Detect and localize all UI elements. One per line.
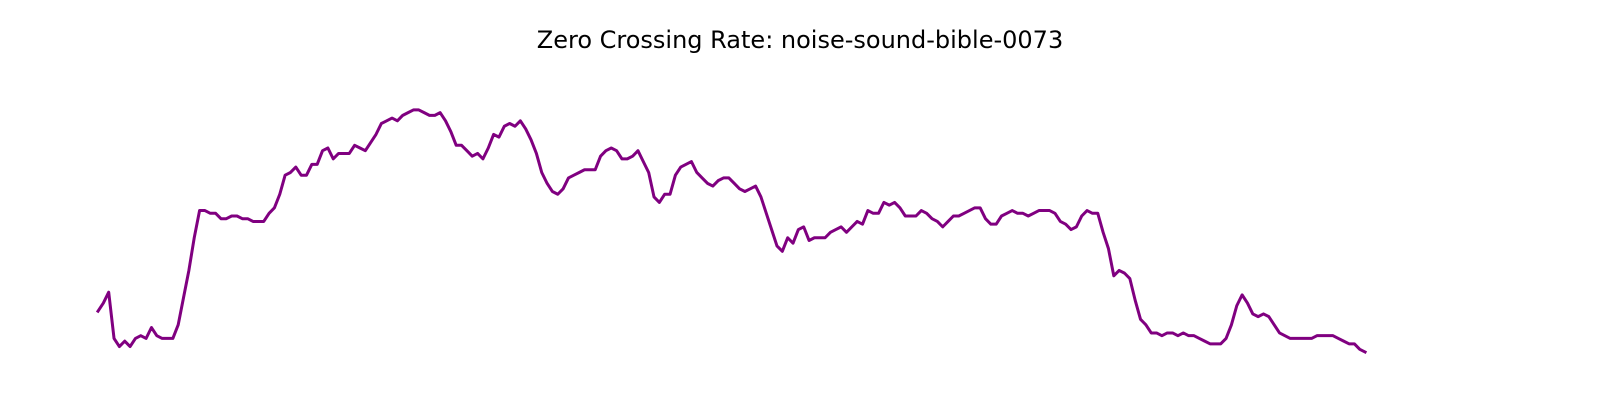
chart-title: Zero Crossing Rate: noise-sound-bible-00… (536, 26, 1064, 54)
series-layer (95, 108, 1368, 355)
series-line-0 (95, 108, 1368, 355)
